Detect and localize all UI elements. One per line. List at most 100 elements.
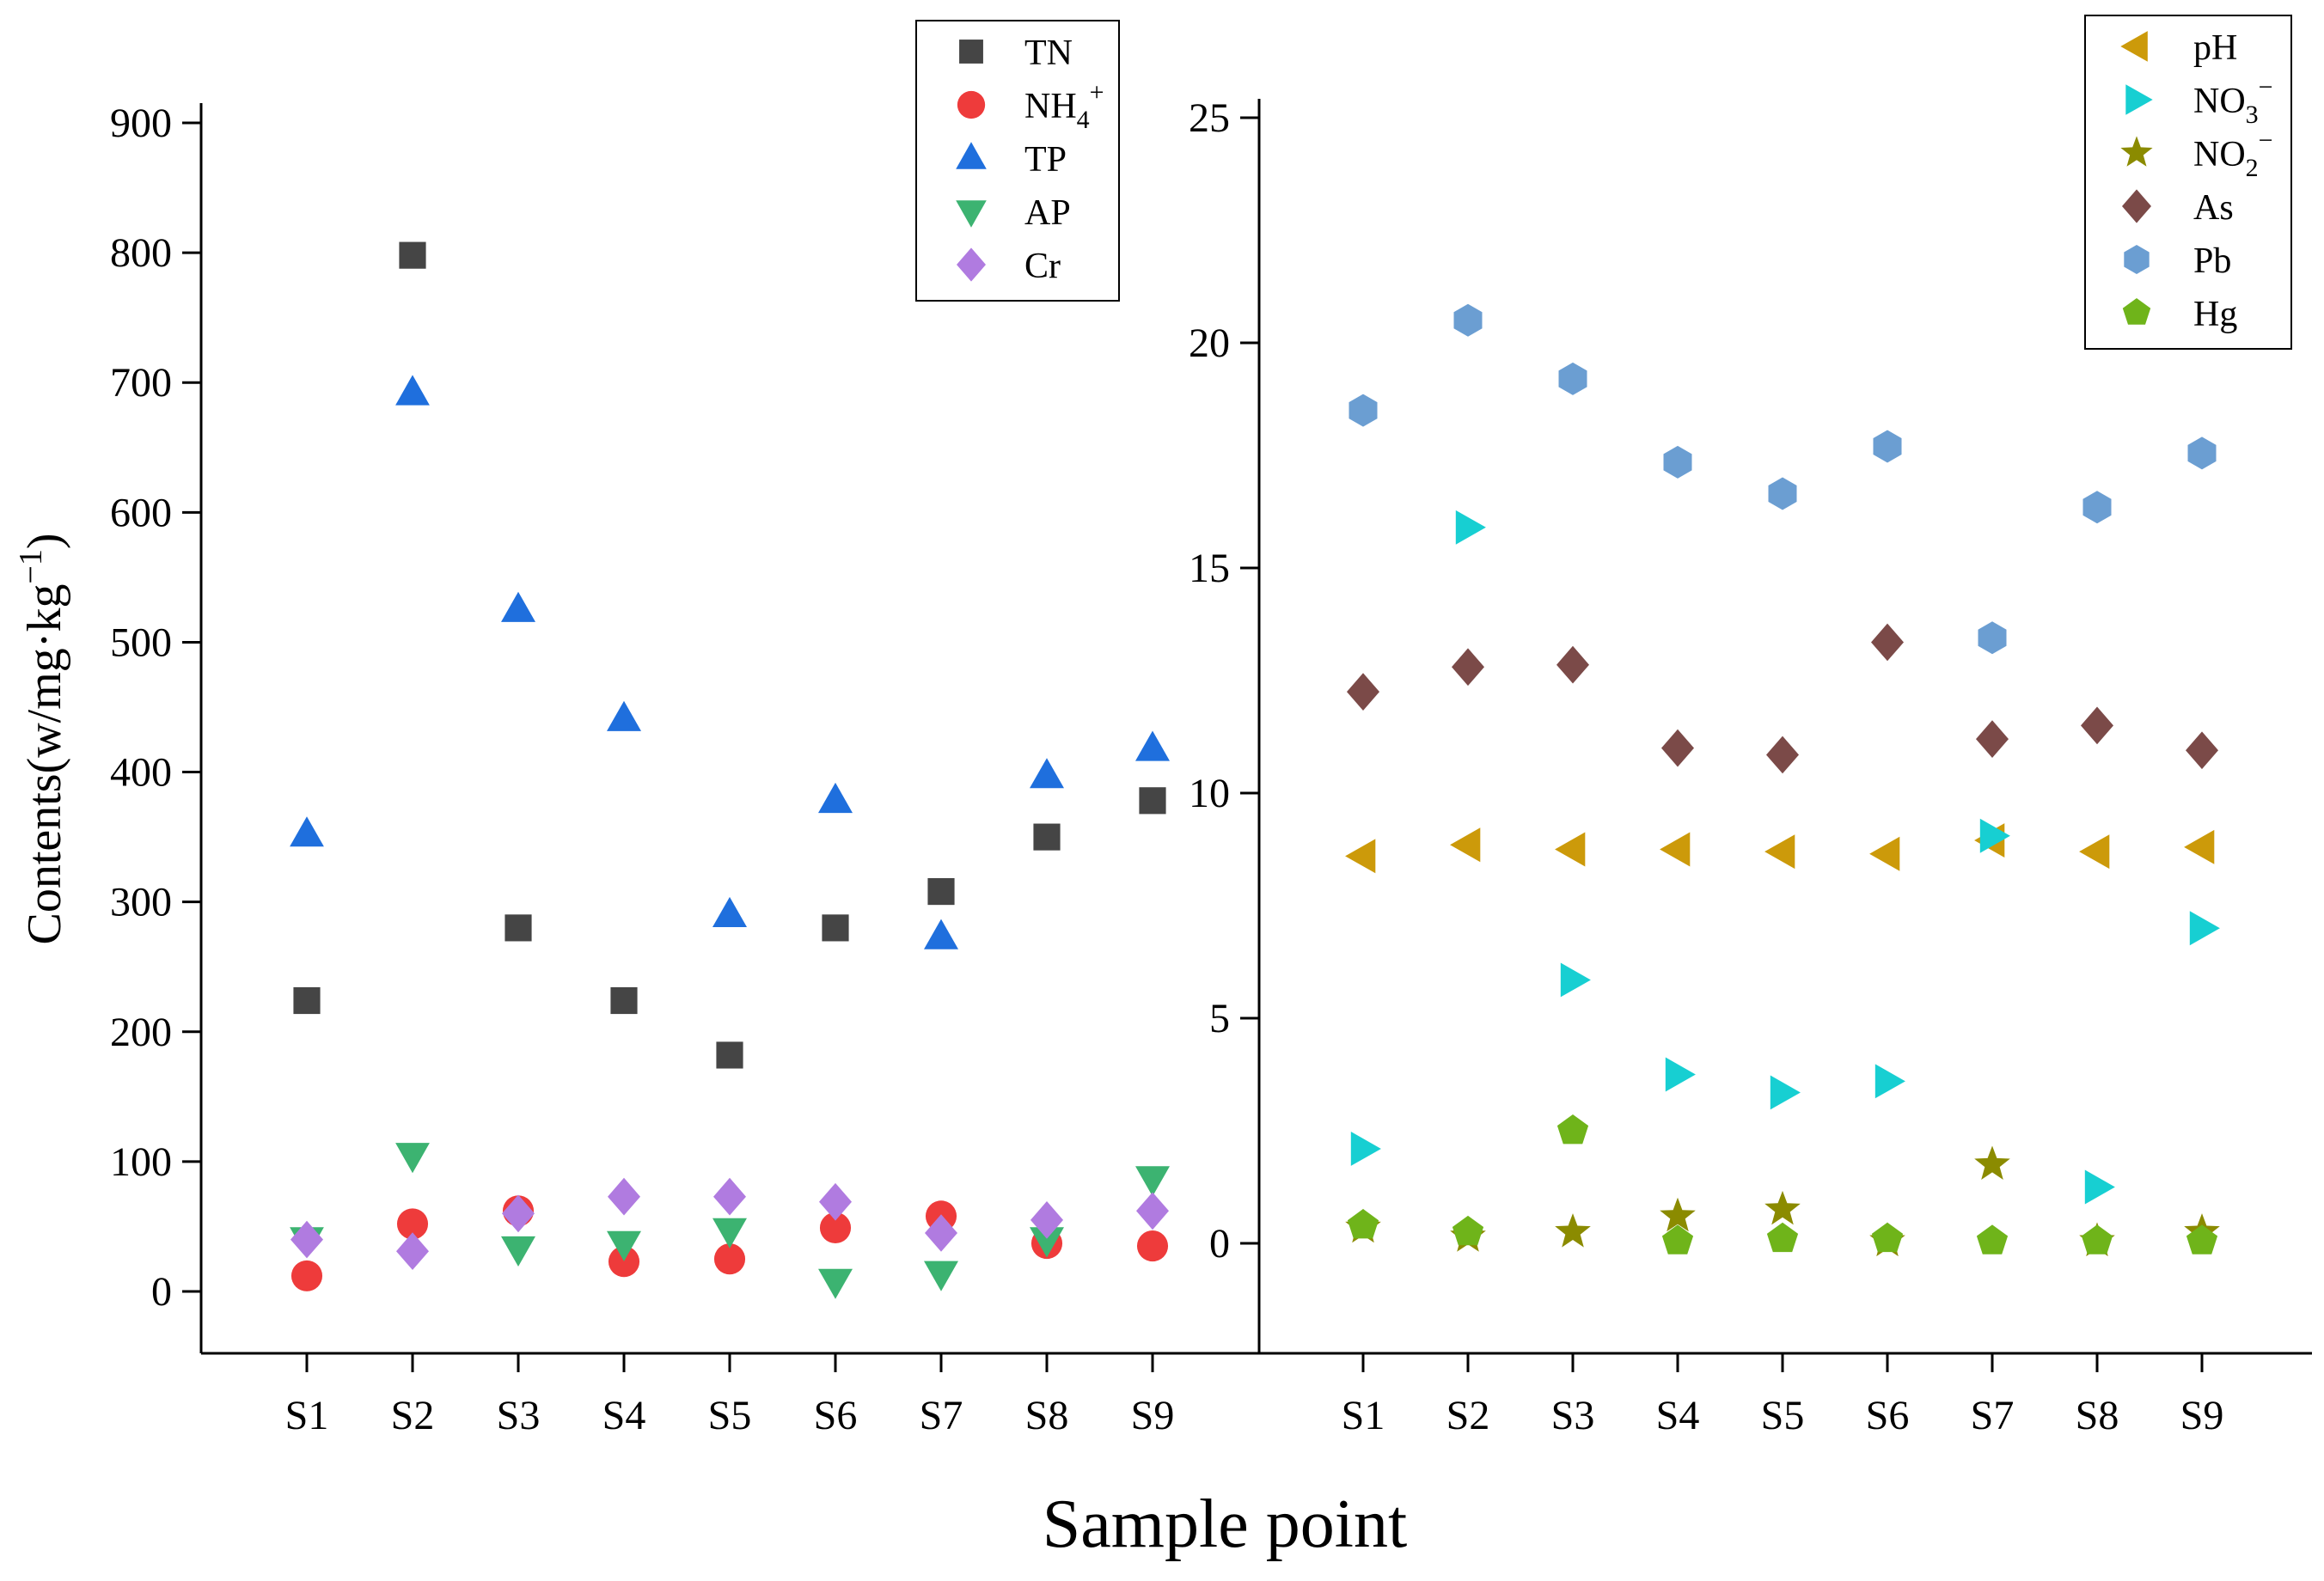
y-tick-label: 400 xyxy=(110,750,172,796)
y-tick-label: 10 xyxy=(1189,771,1230,816)
y-axis-label: Contents(w/mg·kg−1) xyxy=(13,533,71,944)
data-point-pb xyxy=(1663,445,1692,479)
data-point-ap xyxy=(501,1236,535,1267)
data-point-hg xyxy=(2186,1224,2218,1254)
data-point-pb xyxy=(1978,621,2007,655)
data-point-nh4 xyxy=(290,1260,323,1291)
data-point-no3 xyxy=(1560,962,1591,998)
data-point-as xyxy=(1871,623,1904,662)
data-point-cr xyxy=(290,1220,323,1259)
data-point-no2 xyxy=(1660,1197,1696,1232)
x-tick-label: S6 xyxy=(1866,1393,1910,1438)
data-point-cr xyxy=(502,1194,535,1233)
x-tick-label: S7 xyxy=(920,1393,963,1438)
y-tick-label: 300 xyxy=(110,880,172,925)
legend-marker xyxy=(2125,84,2153,115)
y-tick-label: 0 xyxy=(151,1269,172,1315)
data-point-nh4 xyxy=(713,1243,746,1275)
data-point-tp xyxy=(712,896,747,927)
legend-marker xyxy=(957,247,986,282)
x-tick-label: S4 xyxy=(602,1393,646,1438)
data-point-tp xyxy=(924,919,958,949)
data-point-tp xyxy=(290,816,324,847)
data-point-as xyxy=(1766,736,1799,774)
data-point-tp xyxy=(1030,758,1064,789)
x-tick-label: S3 xyxy=(497,1393,541,1438)
data-point-ap xyxy=(924,1261,958,1291)
legend-label: TN xyxy=(1024,34,1073,73)
legend-marker xyxy=(2120,31,2148,62)
data-point-pb xyxy=(1768,477,1797,510)
data-point-ph xyxy=(1555,832,1586,867)
data-point-tn xyxy=(610,986,638,1015)
x-tick-label: S3 xyxy=(1551,1393,1595,1438)
data-point-nh4 xyxy=(1136,1230,1169,1262)
data-point-no3 xyxy=(1665,1057,1696,1092)
data-point-pb xyxy=(1349,394,1378,427)
data-point-no3 xyxy=(1455,510,1486,545)
legend-label: NH4+ xyxy=(1024,78,1104,134)
data-point-ph xyxy=(2079,834,2110,870)
legend-marker xyxy=(2124,245,2150,274)
legend-marker xyxy=(956,200,987,228)
data-point-as xyxy=(1976,720,2009,758)
data-point-ph xyxy=(1764,834,1795,870)
x-tick-label: S8 xyxy=(1025,1393,1069,1438)
legend-label: Pb xyxy=(2193,241,2231,281)
x-tick-label: S2 xyxy=(1446,1393,1490,1438)
data-point-ap xyxy=(607,1230,641,1261)
data-point-nh4 xyxy=(608,1246,640,1278)
y-tick-label: 5 xyxy=(1209,996,1230,1041)
data-point-pb xyxy=(1558,362,1587,395)
data-point-no3 xyxy=(1770,1075,1801,1110)
x-axis-label: Sample point xyxy=(1043,1486,1407,1562)
data-point-ph xyxy=(2184,829,2215,864)
data-point-cr xyxy=(713,1177,746,1216)
data-point-tp xyxy=(501,591,535,622)
data-point-tn xyxy=(399,241,426,269)
x-tick-label: S1 xyxy=(1342,1393,1385,1438)
data-point-pb xyxy=(2082,491,2112,524)
data-point-ap xyxy=(712,1218,747,1248)
data-point-as xyxy=(1347,673,1379,711)
data-point-hg xyxy=(1452,1215,1484,1246)
legend-label: pH xyxy=(2193,28,2237,68)
data-point-no2 xyxy=(1764,1190,1801,1225)
data-point-cr xyxy=(1136,1192,1169,1230)
data-point-no2 xyxy=(1974,1145,2010,1180)
data-point-hg xyxy=(1661,1224,1694,1254)
x-tick-label: S6 xyxy=(814,1393,858,1438)
right-panel: 0 5 10 15 20 25 S1 S2 S3 S4 S5 S6 S7 S8 S9 pH NO3−NO2− As… xyxy=(1189,15,2312,1438)
data-point-ap xyxy=(395,1143,430,1174)
x-tick-label: S7 xyxy=(1971,1393,2015,1438)
data-point-tn xyxy=(716,1041,743,1069)
y-tick-label: 900 xyxy=(110,101,172,146)
legend-label: NO2− xyxy=(2193,126,2273,182)
data-point-tn xyxy=(822,914,849,942)
legend-label: TP xyxy=(1024,140,1067,180)
data-point-no3 xyxy=(2084,1169,2115,1205)
data-point-hg xyxy=(2081,1224,2113,1254)
data-point-no3 xyxy=(1979,818,2010,853)
data-point-nh4 xyxy=(396,1208,429,1240)
y-tick-label: 20 xyxy=(1189,320,1230,366)
data-point-ap xyxy=(1030,1227,1064,1258)
data-point-ap xyxy=(818,1268,853,1299)
data-point-tp xyxy=(818,782,853,814)
data-point-hg xyxy=(1347,1209,1379,1239)
data-point-tp xyxy=(395,375,430,406)
legend-marker xyxy=(959,40,983,64)
data-point-ap xyxy=(1135,1166,1170,1197)
data-point-cr xyxy=(819,1182,852,1221)
x-tick-label: S9 xyxy=(1131,1393,1175,1438)
data-point-cr xyxy=(925,1214,957,1252)
x-tick-label: S9 xyxy=(2180,1393,2224,1438)
data-point-pb xyxy=(1453,303,1483,337)
data-point-pb xyxy=(1873,430,1902,463)
data-point-as xyxy=(1452,648,1484,687)
x-tick-label: S5 xyxy=(1761,1393,1805,1438)
data-point-tn xyxy=(1139,787,1166,815)
data-point-pb xyxy=(2187,436,2217,470)
